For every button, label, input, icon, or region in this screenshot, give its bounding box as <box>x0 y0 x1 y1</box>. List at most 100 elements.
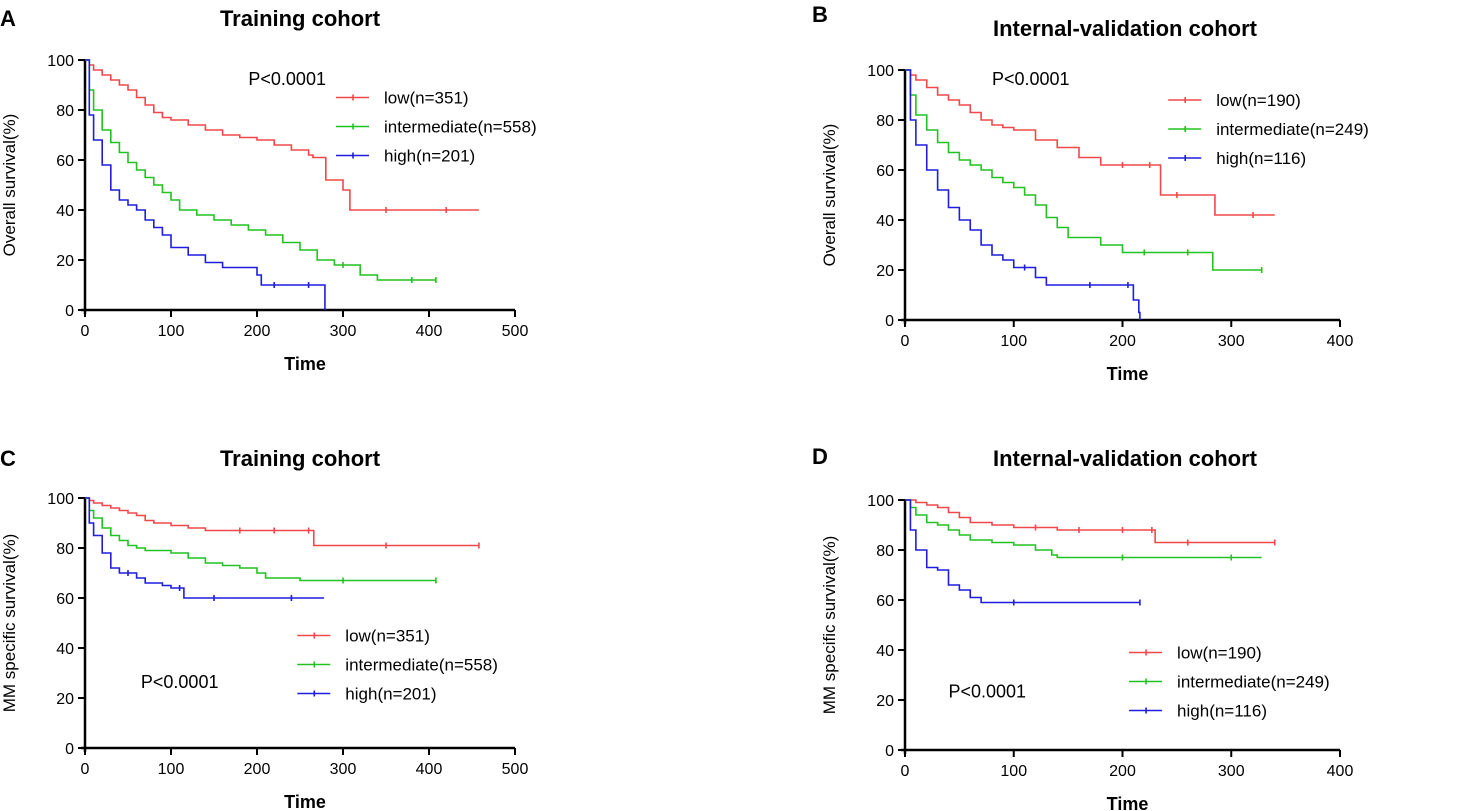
y-tick-label: 20 <box>876 693 894 710</box>
x-axis-label: Time <box>284 792 326 811</box>
survival-curve <box>85 59 326 310</box>
y-tick-label: 60 <box>876 593 894 610</box>
survival-curve <box>905 499 1275 544</box>
legend-label: low(n=190) <box>1177 644 1262 663</box>
legend-label: high(n=201) <box>345 685 436 704</box>
y-axis-label: Overall survival(%) <box>820 124 839 267</box>
series-1: intermediate(n=558) <box>85 497 498 675</box>
x-tick-label: 200 <box>1109 763 1136 780</box>
y-tick-label: 20 <box>876 263 894 280</box>
panel-letter: C <box>0 446 16 471</box>
series-0: low(n=190) <box>905 499 1276 663</box>
legend-label: low(n=351) <box>345 627 430 646</box>
p-value-annotation: P<0.0001 <box>141 672 219 692</box>
series-1: intermediate(n=249) <box>905 69 1369 273</box>
x-tick-label: 300 <box>330 323 357 340</box>
y-axis-label: MM specific survival(%) <box>0 534 19 713</box>
x-tick-label: 200 <box>244 761 271 778</box>
panel-letter: D <box>812 444 828 469</box>
x-tick-label: 400 <box>416 761 443 778</box>
series-2: high(n=201) <box>85 497 437 704</box>
survival-curve <box>85 497 325 599</box>
x-tick-label: 200 <box>244 323 271 340</box>
x-tick-label: 0 <box>901 333 910 350</box>
y-tick-label: 0 <box>65 303 74 320</box>
series-0: low(n=190) <box>905 69 1301 218</box>
y-tick-label: 0 <box>65 741 74 758</box>
x-tick-label: 400 <box>1327 333 1354 350</box>
x-tick-label: 300 <box>1218 763 1245 780</box>
y-tick-label: 60 <box>56 591 74 608</box>
y-tick-label: 40 <box>876 643 894 660</box>
y-tick-label: 40 <box>876 213 894 230</box>
chart-title: Training cohort <box>220 6 381 31</box>
survival-curve <box>905 499 1262 559</box>
x-tick-label: 300 <box>1218 333 1245 350</box>
x-tick-label: 500 <box>502 323 529 340</box>
y-tick-label: 80 <box>56 103 74 120</box>
chart-panel-b: B Internal-validation cohort 0 100 200 300 400… <box>812 2 1369 384</box>
chart-title: Internal-validation cohort <box>993 16 1258 41</box>
x-tick-label: 100 <box>158 323 185 340</box>
survival-curve <box>905 69 1141 320</box>
legend-label: high(n=116) <box>1216 149 1306 168</box>
chart-panel-a: A Training cohort 0 100 200 300 400 500 0 20 40 60 8… <box>0 6 537 374</box>
x-tick-label: 0 <box>81 761 90 778</box>
y-tick-label: 80 <box>876 113 894 130</box>
survival-curve <box>85 497 436 582</box>
y-tick-label: 40 <box>56 641 74 658</box>
legend-label: intermediate(n=249) <box>1177 673 1330 692</box>
y-tick-label: 20 <box>56 253 74 270</box>
survival-curve <box>905 499 1140 604</box>
x-tick-label: 100 <box>158 761 185 778</box>
x-axis-label: Time <box>1107 364 1149 384</box>
series-0: low(n=351) <box>85 59 479 213</box>
y-axis-label: MM specific survival(%) <box>820 536 839 715</box>
p-value-annotation: P<0.0001 <box>248 69 326 89</box>
chart-panel-c: C Training cohort 0 100 200 300 400 500 0 20 40 60 8… <box>0 446 528 811</box>
series-2: high(n=201) <box>85 59 475 310</box>
y-tick-label: 0 <box>885 743 894 760</box>
x-tick-label: 100 <box>1000 333 1027 350</box>
survival-curve <box>85 59 479 211</box>
x-tick-label: 400 <box>1327 763 1354 780</box>
x-tick-label: 0 <box>81 323 90 340</box>
legend-label: intermediate(n=249) <box>1216 120 1369 139</box>
panel-letter: B <box>812 2 828 27</box>
y-tick-label: 100 <box>867 63 894 80</box>
chart-title: Internal-validation cohort <box>993 446 1258 471</box>
x-tick-label: 200 <box>1109 333 1136 350</box>
legend-label: high(n=116) <box>1177 702 1267 721</box>
panel-letter: A <box>0 6 16 31</box>
series-2: high(n=116) <box>905 69 1306 320</box>
legend-label: intermediate(n=558) <box>384 118 537 137</box>
y-tick-label: 80 <box>876 543 894 560</box>
x-axis-label: Time <box>1107 794 1149 811</box>
legend-label: low(n=351) <box>384 89 469 108</box>
x-tick-label: 400 <box>416 323 443 340</box>
x-tick-label: 100 <box>1000 763 1027 780</box>
series-2: high(n=116) <box>905 499 1267 721</box>
y-tick-label: 60 <box>876 163 894 180</box>
survival-curve <box>85 59 436 281</box>
y-tick-label: 100 <box>47 53 74 70</box>
y-tick-label: 100 <box>867 493 894 510</box>
x-axis-label: Time <box>284 354 326 374</box>
survival-curve <box>85 497 479 547</box>
y-tick-label: 40 <box>56 203 74 220</box>
y-tick-label: 60 <box>56 153 74 170</box>
y-tick-label: 20 <box>56 691 74 708</box>
legend-label: low(n=190) <box>1216 91 1301 110</box>
x-tick-label: 300 <box>330 761 357 778</box>
p-value-annotation: P<0.0001 <box>949 682 1027 702</box>
chart-title: Training cohort <box>220 446 381 471</box>
y-axis-label: Overall survival(%) <box>0 114 19 257</box>
survival-curve <box>905 69 1262 271</box>
series-1: intermediate(n=249) <box>905 499 1330 692</box>
legend-label: intermediate(n=558) <box>345 656 498 675</box>
p-value-annotation: P<0.0001 <box>992 69 1070 89</box>
x-tick-label: 0 <box>901 763 910 780</box>
y-tick-label: 100 <box>47 491 74 508</box>
